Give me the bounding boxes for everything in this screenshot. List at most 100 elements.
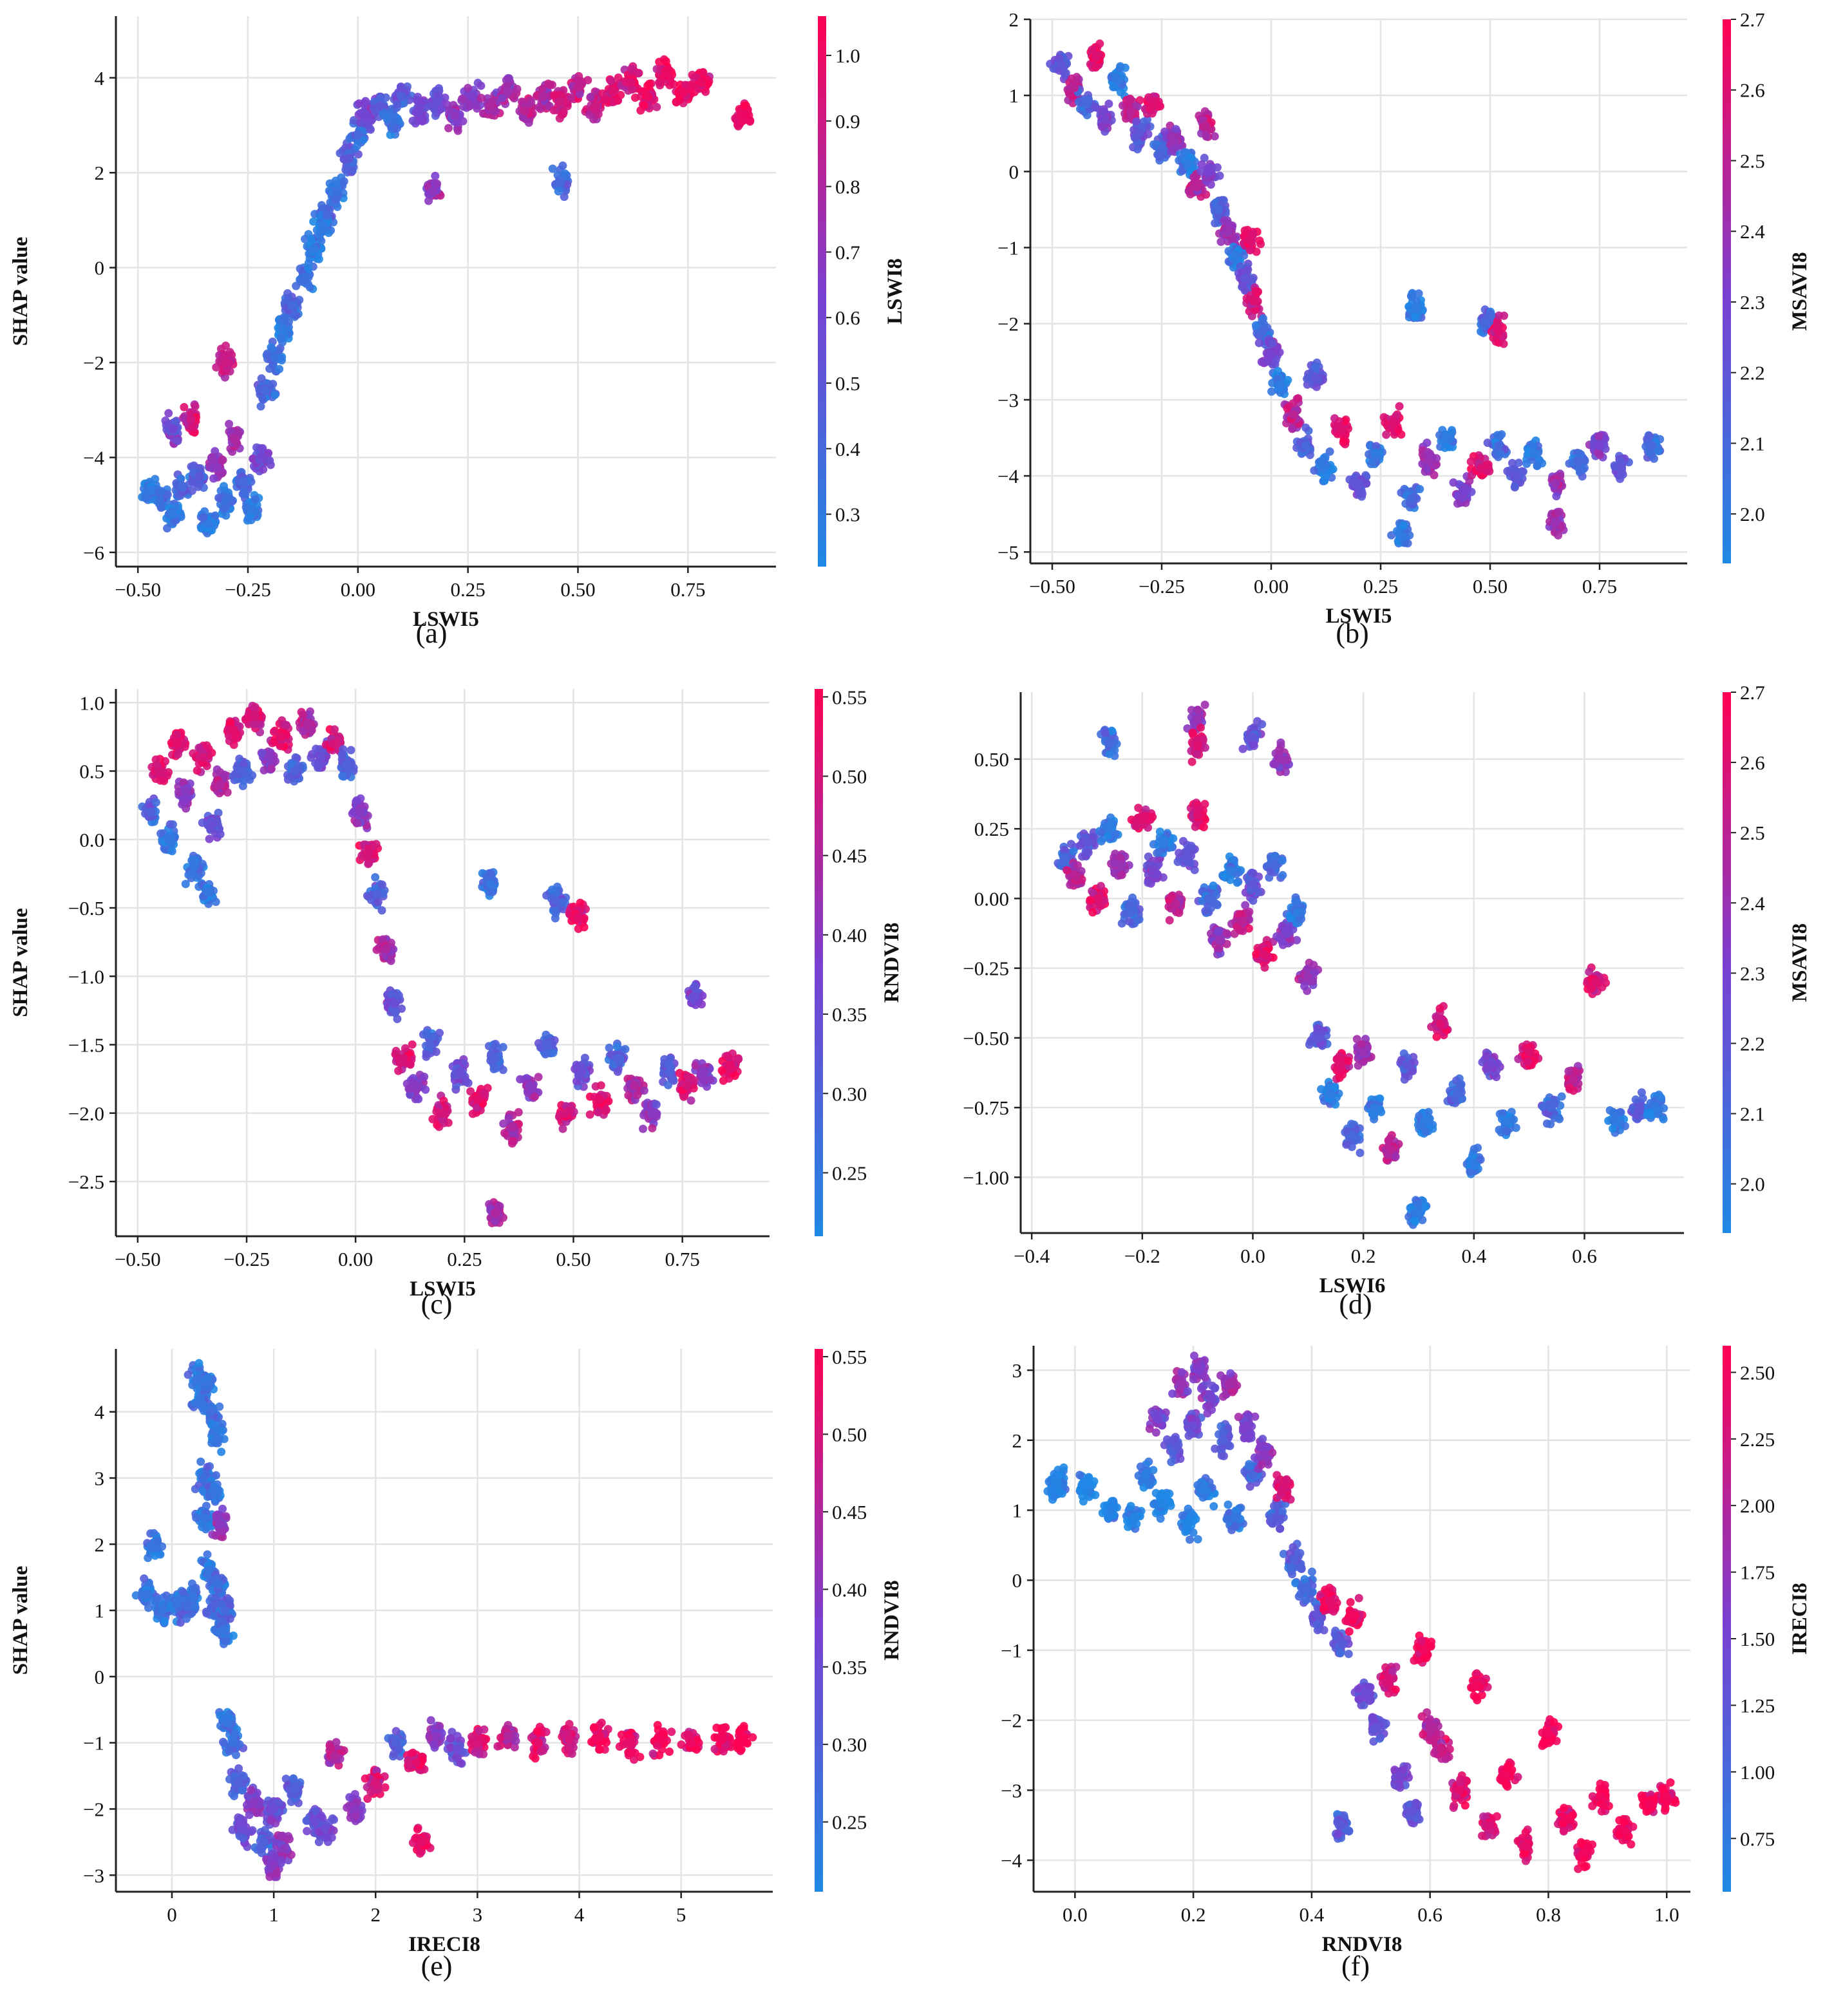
scatter-point <box>1201 121 1210 131</box>
scatter-point <box>1328 465 1338 474</box>
scatter-point <box>1389 418 1399 428</box>
scatter-point <box>679 87 688 97</box>
scatter-point <box>1650 454 1658 463</box>
colorbar-tick-label: 1.0 <box>835 44 860 67</box>
scatter-point <box>1398 532 1407 542</box>
scatter-point <box>281 721 290 730</box>
scatter-point <box>594 1107 603 1116</box>
scatter-point <box>656 80 665 89</box>
scatter-point <box>1573 456 1582 466</box>
y-tick-label: 0 <box>95 257 105 279</box>
scatter-point <box>1088 45 1097 54</box>
scatter-point <box>541 1050 550 1059</box>
scatter-point <box>225 420 234 428</box>
scatter-point <box>538 84 547 93</box>
scatter-point <box>194 471 204 481</box>
colorbar-tick-label: 0.4 <box>835 438 860 460</box>
scatter-point <box>1100 113 1110 123</box>
scatter-point <box>151 798 160 807</box>
scatter-point <box>1511 482 1520 491</box>
scatter-point <box>591 102 600 111</box>
scatter-point <box>392 1046 401 1055</box>
scatter-point <box>220 482 228 491</box>
scatter-point <box>292 281 301 290</box>
scatter-point <box>1529 448 1538 458</box>
colorbar-tick-label: 0.9 <box>835 110 860 133</box>
scatter-point <box>1554 531 1563 540</box>
scatter-point <box>239 476 249 486</box>
scatter-point <box>1310 372 1319 382</box>
scatter-point <box>337 750 346 759</box>
scatter-point <box>218 468 227 477</box>
scatter-point <box>468 92 477 102</box>
x-tick-label: 0.25 <box>451 578 486 601</box>
y-tick-label: −4 <box>997 465 1019 487</box>
scatter-point <box>278 325 288 334</box>
scatter-point <box>746 117 755 126</box>
scatter-point <box>661 68 671 78</box>
scatter-point <box>299 710 307 719</box>
scatter-point <box>1288 424 1297 433</box>
scatter-point <box>259 465 268 474</box>
scatter-point <box>491 1039 500 1048</box>
scatter-point <box>323 211 332 220</box>
scatter-point <box>601 1106 610 1115</box>
scatter-point <box>1500 311 1508 320</box>
scatter-point <box>432 97 442 106</box>
colorbar-tick-label: 0.3 <box>835 504 860 526</box>
scatter-point <box>307 753 316 762</box>
scatter-point <box>176 474 185 483</box>
scatter-point <box>428 187 437 196</box>
scatter-point <box>1494 440 1504 450</box>
scatter-point <box>1551 478 1560 488</box>
scatter-point <box>173 437 182 446</box>
scatter-point <box>186 415 196 424</box>
scatter-point <box>164 409 173 418</box>
scatter-point <box>1216 238 1225 246</box>
scatter-point <box>1260 319 1269 328</box>
scatter-point <box>1231 250 1241 260</box>
scatter-point <box>1070 83 1079 93</box>
scatter-point <box>176 513 185 522</box>
scatter-point <box>301 234 309 243</box>
panel-label: (a) <box>416 617 448 649</box>
scatter-point <box>241 490 250 499</box>
scatter-point <box>1289 410 1298 420</box>
scatter-point <box>309 244 319 254</box>
scatter-point <box>1459 486 1469 496</box>
scatter-point <box>1372 448 1381 458</box>
scatter-point <box>613 1042 621 1051</box>
scatter-point <box>187 870 195 879</box>
scatter-point <box>377 906 386 915</box>
scatter-point <box>1522 459 1531 468</box>
scatter-point <box>299 727 308 735</box>
scatter-point <box>507 1139 516 1148</box>
scatter-point <box>573 82 583 92</box>
y-tick-label: −1 <box>997 237 1019 259</box>
chart-panel-b: −0.50 −0.25 0.00 0.25 0.50 0.75−5−4−3−2−1012L… <box>997 8 1811 649</box>
scatter-point <box>251 495 260 504</box>
scatter-point <box>167 847 176 856</box>
scatter-point <box>180 402 189 411</box>
scatter-point <box>645 79 654 88</box>
scatter-point <box>168 509 178 519</box>
scatter-point <box>277 333 286 342</box>
scatter-point <box>1411 312 1419 321</box>
scatter-point <box>1275 380 1285 390</box>
scatter-point <box>325 179 334 188</box>
scatter-point <box>203 519 213 529</box>
scatter-point <box>345 134 354 143</box>
x-tick-label: 0.00 <box>341 578 375 601</box>
scatter-point <box>699 68 708 77</box>
scatter-point <box>1245 235 1254 245</box>
x-tick-label: 0.50 <box>560 578 595 601</box>
x-tick-label: −0.25 <box>1139 575 1185 598</box>
scatter-point <box>221 495 231 505</box>
scatter-point <box>372 945 381 954</box>
scatter-point <box>1397 430 1406 439</box>
scatter-point <box>1251 287 1260 296</box>
scatter-point <box>554 187 563 196</box>
scatter-point <box>1319 464 1328 473</box>
scatter-point <box>1321 453 1330 462</box>
scatter-point <box>261 386 270 396</box>
